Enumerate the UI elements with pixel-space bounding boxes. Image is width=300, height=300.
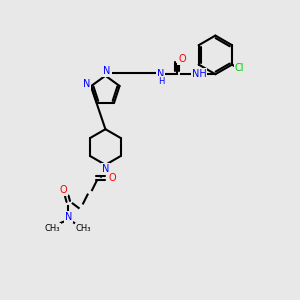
Text: O: O — [59, 185, 67, 195]
Text: N: N — [102, 164, 109, 174]
Text: N: N — [103, 66, 111, 76]
Text: CH₃: CH₃ — [75, 224, 91, 233]
Text: Cl: Cl — [235, 62, 244, 73]
Text: N: N — [157, 69, 164, 79]
Text: NH: NH — [192, 69, 206, 79]
Text: O: O — [178, 54, 186, 64]
Text: O: O — [108, 173, 116, 183]
Text: N: N — [83, 80, 91, 89]
Text: H: H — [158, 77, 164, 86]
Text: CH₃: CH₃ — [44, 224, 60, 233]
Text: N: N — [64, 212, 72, 222]
